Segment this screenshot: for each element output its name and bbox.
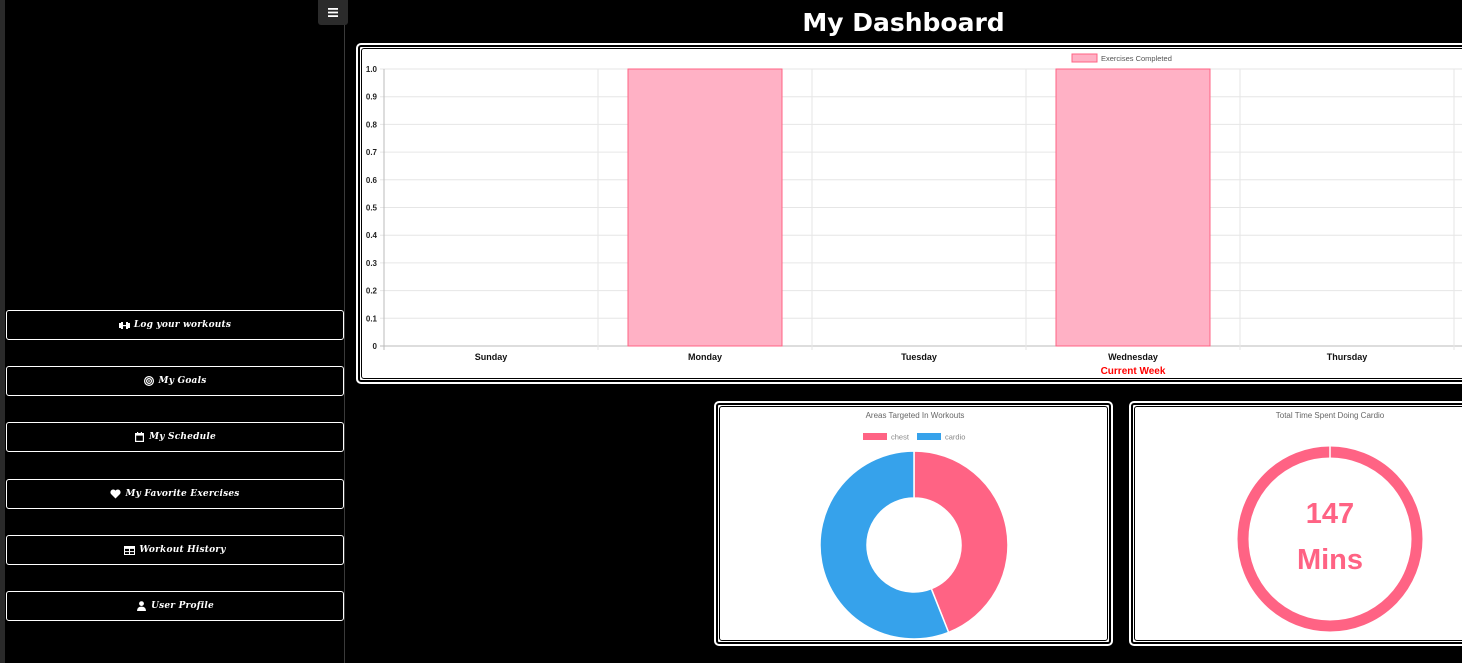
y-tick-label: 0.6 <box>366 176 378 185</box>
y-tick-label: 0.7 <box>366 148 378 157</box>
nav-workout-history-button[interactable]: Workout History <box>6 535 344 565</box>
legend-swatch <box>1071 53 1098 63</box>
nav-my-schedule-button[interactable]: My Schedule <box>6 422 344 452</box>
nav-label: My Goals <box>158 376 207 386</box>
window-edge <box>0 0 5 663</box>
areas-targeted-donut-chart: Areas Targeted In Workouts chest cardio <box>819 411 1009 640</box>
chart-title: Areas Targeted In Workouts <box>866 411 965 420</box>
y-tick-label: 0 <box>373 342 378 351</box>
nav-favorite-exercises-button[interactable]: My Favorite Exercises <box>6 479 344 509</box>
nav-label: Workout History <box>139 545 226 555</box>
nav-label: Log your workouts <box>133 320 232 330</box>
sidebar-toggle-button[interactable] <box>318 0 348 25</box>
legend-label: cardio <box>945 433 965 442</box>
ring-slice <box>1237 446 1423 632</box>
y-tick-label: 0.2 <box>366 287 378 296</box>
nav-my-goals-button[interactable]: My Goals <box>6 366 344 396</box>
cardio-time-ring-chart: Total Time Spent Doing Cardio 147 Mins <box>1237 411 1423 632</box>
nav-label: User Profile <box>151 601 214 611</box>
target-icon <box>144 376 155 387</box>
table-icon <box>124 545 136 556</box>
x-tick-label: Monday <box>688 352 722 362</box>
gridlines <box>380 68 1462 350</box>
card-frame <box>361 48 1462 379</box>
donut-slice <box>819 450 950 640</box>
x-tick-label: Tuesday <box>901 352 937 362</box>
dumbbell-icon <box>118 320 130 331</box>
bar <box>627 68 783 347</box>
legend-swatch <box>917 433 941 440</box>
x-tick-label: Thursday <box>1327 352 1368 362</box>
bar <box>1055 68 1211 347</box>
y-tick-label: 1.0 <box>366 65 378 74</box>
nav-user-profile-button[interactable]: User Profile <box>6 591 344 621</box>
center-value: 147 <box>1306 498 1354 530</box>
x-tick-label: Sunday <box>475 352 508 362</box>
areas-targeted-chart-card: Areas Targeted In Workouts chest cardio <box>714 401 1113 646</box>
page-title: My Dashboard <box>802 8 1005 37</box>
cardio-time-chart-card: Total Time Spent Doing Cardio 147 Mins <box>1129 401 1462 646</box>
chart-title: Total Time Spent Doing Cardio <box>1276 411 1385 420</box>
nav-log-workouts-button[interactable]: Log your workouts <box>6 310 344 340</box>
y-tick-label: 0.9 <box>366 93 378 102</box>
sidebar: Log your workouts My Goals My Schedule M… <box>5 0 348 663</box>
user-icon <box>136 601 147 612</box>
nav-label: My Schedule <box>149 432 216 442</box>
card-frame <box>1134 406 1462 641</box>
y-tick-label: 0.1 <box>366 314 378 323</box>
legend-swatch <box>863 433 887 440</box>
y-tick-label: 0.3 <box>366 259 378 268</box>
legend-label: chest <box>891 433 910 442</box>
y-tick-label: 0.4 <box>366 231 378 240</box>
exercises-bar-chart-card: 0 0.1 0.2 0.3 0.4 0.5 0.6 0.7 0.8 0.9 1.0 Sunday Mon… <box>356 43 1462 384</box>
menu-icon <box>328 8 338 17</box>
exercises-bar-chart: 0 0.1 0.2 0.3 0.4 0.5 0.6 0.7 0.8 0.9 1.0 Sunday Mon… <box>366 53 1462 377</box>
x-tick-label: Wednesday <box>1108 352 1158 362</box>
legend-label: Exercises Completed <box>1101 54 1172 63</box>
heart-icon <box>110 489 122 500</box>
calendar-icon <box>134 432 145 443</box>
nav-label: My Favorite Exercises <box>125 489 240 499</box>
y-tick-label: 0.8 <box>366 120 378 129</box>
x-axis-title: Current Week <box>1101 366 1166 377</box>
y-tick-label: 0.5 <box>366 204 378 213</box>
donut-slice <box>913 450 1009 634</box>
center-unit: Mins <box>1297 544 1363 576</box>
